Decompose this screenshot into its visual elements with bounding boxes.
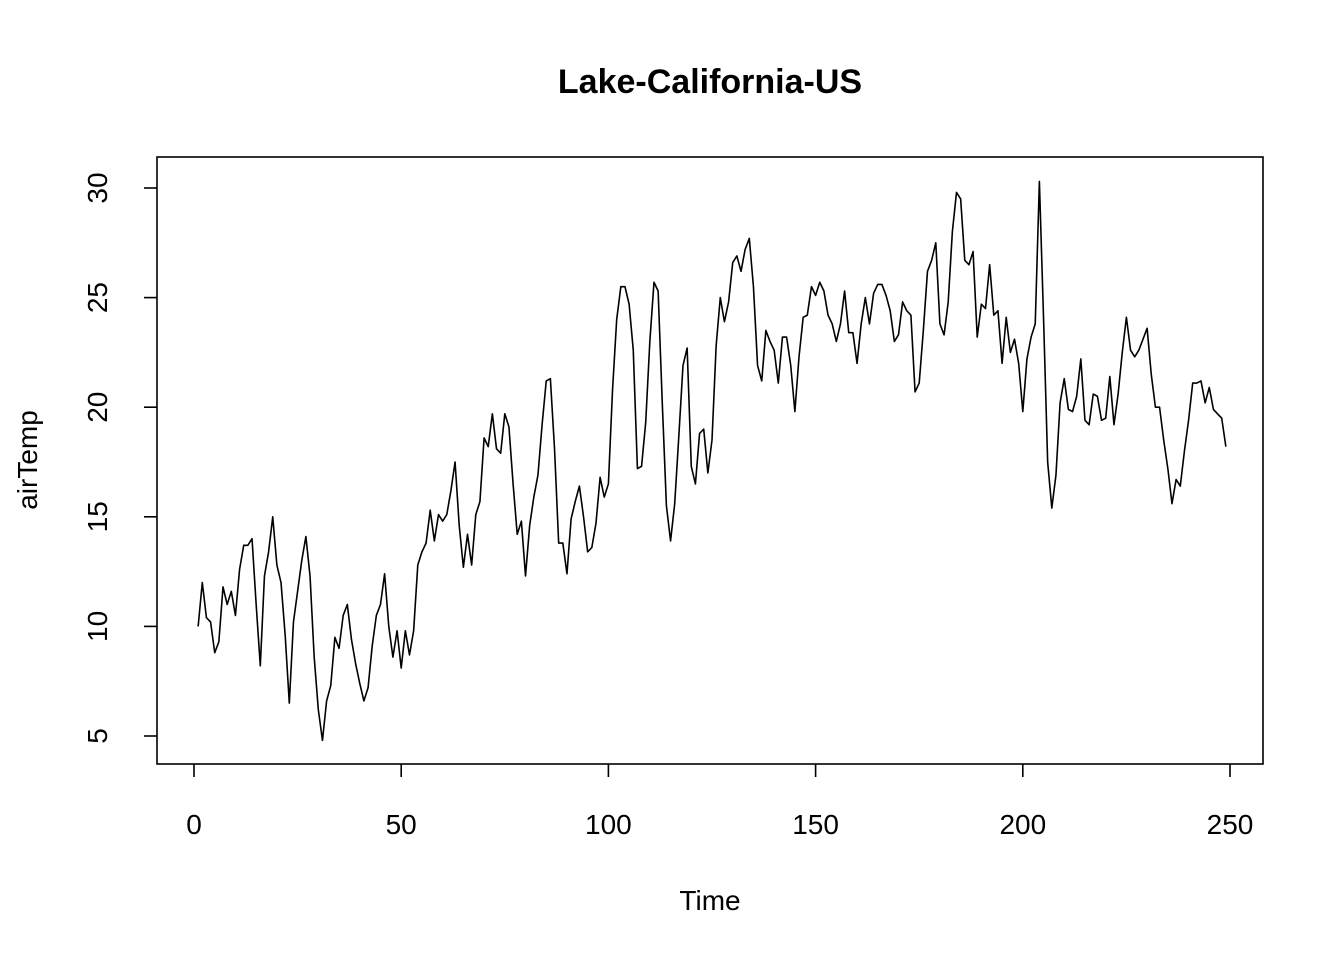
x-tick-label: 100 [585, 809, 632, 840]
x-tick-label: 0 [186, 809, 202, 840]
y-axis-label: airTemp [12, 410, 43, 510]
y-tick-label: 20 [82, 392, 113, 423]
x-axis-label: Time [679, 885, 740, 916]
y-tick-label: 15 [82, 501, 113, 532]
plot-frame [156, 156, 1264, 765]
y-tick-label: 25 [82, 282, 113, 313]
y-tick-label: 30 [82, 172, 113, 203]
chart-title: Lake-California-US [558, 63, 862, 101]
y-tick-label: 5 [82, 728, 113, 744]
y-tick-label: 10 [82, 611, 113, 642]
x-tick-label: 200 [999, 809, 1046, 840]
series-line-airtemp [197, 180, 1227, 742]
x-tick-label: 50 [386, 809, 417, 840]
x-tick-label: 250 [1207, 809, 1254, 840]
x-tick-label: 150 [792, 809, 839, 840]
y-axis: 5 10 15 20 25 30 [82, 172, 157, 744]
x-axis: 0 50 100 150 200 250 [186, 764, 1253, 840]
